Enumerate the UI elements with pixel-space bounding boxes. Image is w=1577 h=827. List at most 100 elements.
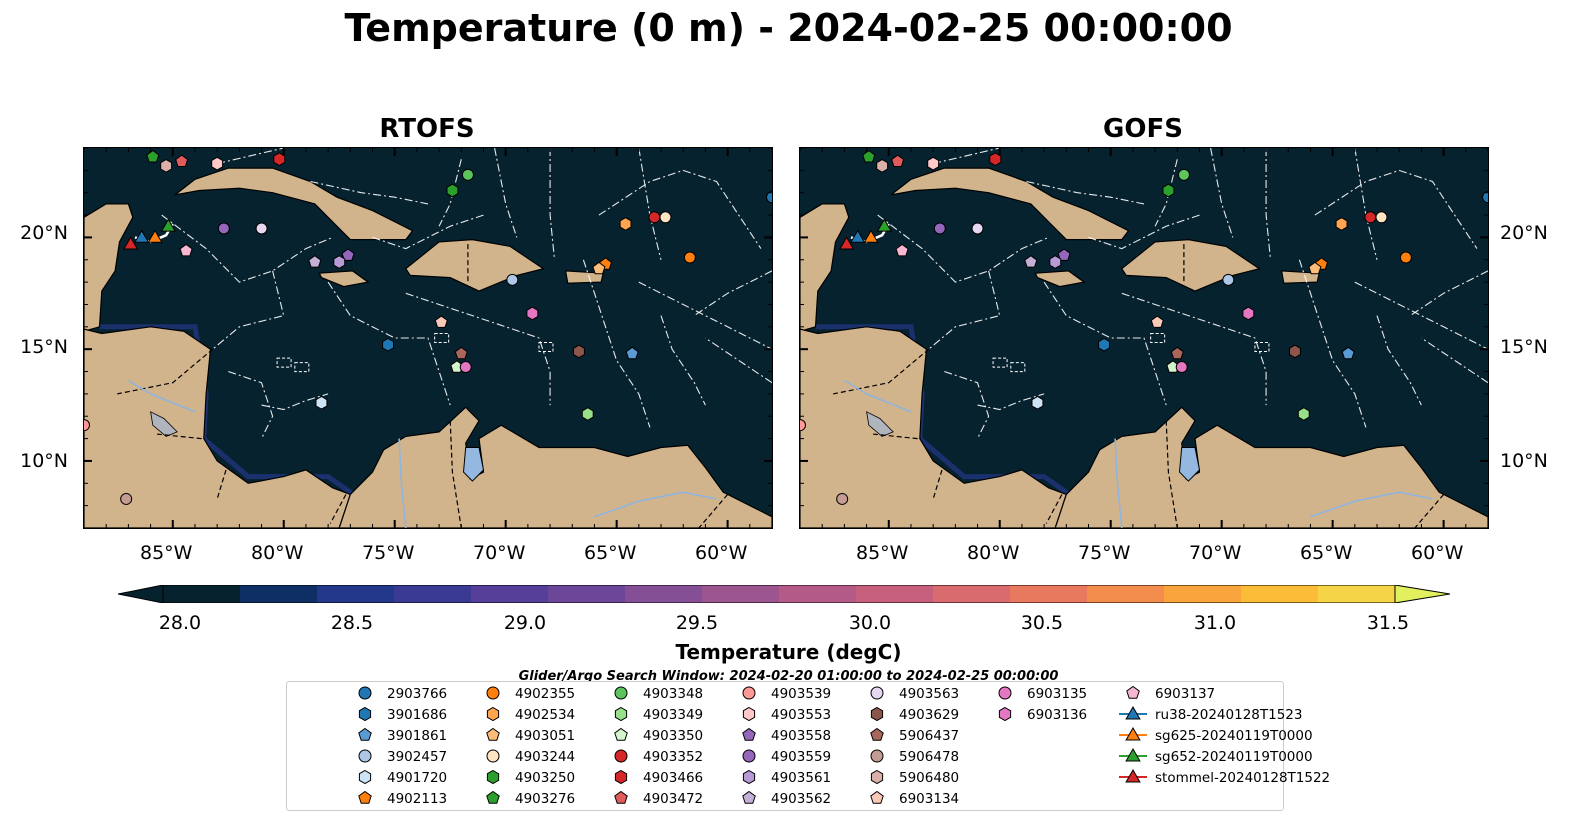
- float-4903563[interactable]: [971, 222, 984, 235]
- float-4903244[interactable]: [659, 211, 672, 224]
- float-4903348[interactable]: [1177, 168, 1190, 181]
- float-4903561[interactable]: [333, 255, 346, 269]
- legend-marker-icon: [870, 727, 884, 741]
- float-4903250[interactable]: [1162, 183, 1175, 198]
- panel-title-gofs: GOFS: [1103, 114, 1183, 144]
- float-4903559[interactable]: [933, 222, 946, 235]
- lat-label-10n-right: 10°N: [1500, 450, 1548, 472]
- float-4903539[interactable]: [84, 419, 90, 432]
- legend-item-6903134: 6903134: [870, 790, 959, 807]
- legend-marker-icon: [614, 727, 628, 741]
- glider-sg625[interactable]: [863, 229, 879, 243]
- lon-label-65w-left: 65°W: [584, 542, 637, 564]
- float-4903349[interactable]: [581, 407, 594, 421]
- float-4903558[interactable]: [1057, 248, 1071, 261]
- float-2903766[interactable]: [1482, 191, 1489, 204]
- legend-marker-icon: [870, 686, 884, 700]
- float-6903135[interactable]: [459, 361, 472, 374]
- float-4903348[interactable]: [461, 168, 474, 181]
- float-4903553[interactable]: [927, 156, 940, 171]
- float-4903250[interactable]: [446, 183, 459, 198]
- legend-label: 4903559: [771, 749, 832, 765]
- legend-item-4903558: 4903558: [742, 727, 831, 744]
- gofs-map[interactable]: [799, 147, 1489, 529]
- float-4901720[interactable]: [315, 395, 328, 410]
- float-5906480[interactable]: [160, 159, 173, 173]
- float-5906437[interactable]: [454, 346, 468, 360]
- float-3901861[interactable]: [625, 346, 639, 360]
- float-4903276[interactable]: [862, 149, 876, 163]
- float-4903629[interactable]: [573, 344, 585, 359]
- float-4903559[interactable]: [217, 222, 230, 235]
- float-4902355[interactable]: [683, 251, 696, 264]
- glider-ru38[interactable]: [850, 229, 866, 243]
- legend-marker-icon: [486, 749, 500, 763]
- float-3902457[interactable]: [506, 273, 519, 286]
- lon-label-75w-right: 75°W: [1078, 542, 1131, 564]
- float-4903244[interactable]: [1375, 211, 1388, 224]
- float-4903562[interactable]: [308, 255, 322, 268]
- legend-item-6903136: 6903136: [998, 706, 1087, 723]
- float-4903276[interactable]: [146, 149, 160, 163]
- glider-sg625[interactable]: [147, 229, 163, 243]
- float-6903136[interactable]: [1242, 306, 1255, 321]
- float-6903137[interactable]: [895, 243, 909, 257]
- float-3902457[interactable]: [1222, 273, 1235, 286]
- float-6903135[interactable]: [1175, 361, 1188, 374]
- legend-marker-icon: [870, 769, 884, 785]
- lat-label-20n-right: 20°N: [1500, 222, 1548, 244]
- float-4903629[interactable]: [1289, 344, 1301, 359]
- glider-sg652[interactable]: [160, 218, 176, 232]
- float-4903051[interactable]: [1308, 261, 1322, 275]
- glider-sg652[interactable]: [876, 218, 892, 232]
- float-3901686[interactable]: [382, 337, 394, 352]
- float-4903472[interactable]: [891, 154, 905, 167]
- float-4903352[interactable]: [648, 211, 661, 224]
- legend-marker-icon: [486, 727, 500, 741]
- float-6903137[interactable]: [179, 243, 193, 257]
- colorbar-segment: [1241, 585, 1319, 603]
- float-5906478[interactable]: [120, 492, 133, 505]
- colorbar-tick: 30.5: [1020, 612, 1064, 634]
- float-6903134[interactable]: [1150, 315, 1164, 328]
- land-mass: [174, 167, 414, 241]
- float-3901686[interactable]: [1098, 337, 1110, 352]
- legend-item-4901720: 4901720: [358, 769, 447, 786]
- colorbar-label: Temperature (degC): [675, 640, 902, 664]
- float-4903558[interactable]: [341, 248, 355, 261]
- legend-label: 4903348: [643, 686, 704, 702]
- float-4901720[interactable]: [1031, 395, 1044, 410]
- float-4903539[interactable]: [800, 419, 806, 432]
- legend-marker-icon: [742, 686, 756, 700]
- float-4902355[interactable]: [1399, 251, 1412, 264]
- float-4903466[interactable]: [273, 152, 286, 167]
- lon-label-80w-right: 80°W: [967, 542, 1020, 564]
- float-4902534[interactable]: [1335, 217, 1348, 231]
- glider-stommel[interactable]: [839, 236, 855, 250]
- float-4903349[interactable]: [1297, 407, 1310, 421]
- float-4903561[interactable]: [1049, 255, 1062, 269]
- float-4903051[interactable]: [592, 261, 606, 275]
- float-4903553[interactable]: [211, 156, 224, 171]
- float-5906478[interactable]: [836, 492, 849, 505]
- colorbar-tick: 29.0: [503, 612, 547, 634]
- float-4903563[interactable]: [255, 222, 268, 235]
- glider-ru38[interactable]: [134, 229, 150, 243]
- glider-stommel[interactable]: [123, 236, 139, 250]
- float-4902534[interactable]: [619, 217, 632, 231]
- legend-item-4903562: 4903562: [742, 790, 831, 807]
- float-4903472[interactable]: [175, 154, 189, 167]
- float-5906480[interactable]: [876, 159, 889, 173]
- legend: 2903766 3901686 3901861 3902457 4901720 49021…: [286, 681, 1330, 811]
- float-6903136[interactable]: [526, 306, 539, 321]
- float-3901861[interactable]: [1341, 346, 1355, 360]
- float-2903766[interactable]: [766, 191, 773, 204]
- float-4903562[interactable]: [1024, 255, 1038, 268]
- rtofs-map[interactable]: [83, 147, 773, 529]
- float-6903134[interactable]: [434, 315, 448, 328]
- float-5906437[interactable]: [1170, 346, 1184, 360]
- float-4903466[interactable]: [989, 152, 1002, 167]
- legend-label: stommel-20240128T1522: [1155, 770, 1331, 786]
- legend-marker-icon: [486, 686, 500, 700]
- float-4903352[interactable]: [1364, 211, 1377, 224]
